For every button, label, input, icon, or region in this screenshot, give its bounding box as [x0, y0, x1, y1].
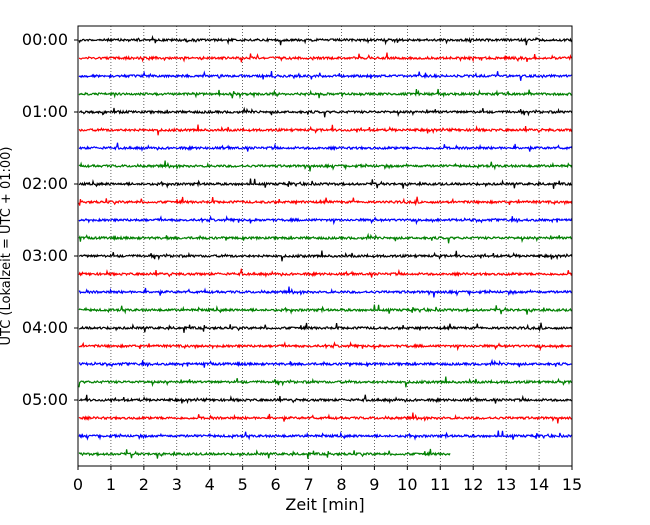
- trace-row: [78, 376, 573, 388]
- axes-frame: [77, 25, 573, 467]
- y-tick-label: 02:00: [22, 174, 68, 193]
- trace-row: [78, 430, 573, 441]
- trace-row: [78, 70, 572, 81]
- x-tick-label: 13: [496, 475, 516, 494]
- trace-row: [78, 106, 573, 118]
- trace-row: [78, 304, 572, 315]
- trace-row: [78, 322, 573, 333]
- trace-row: [78, 142, 573, 152]
- trace-row: [78, 341, 572, 352]
- y-tick-label: 04:00: [22, 318, 68, 337]
- x-tick-label: 10: [397, 475, 417, 494]
- trace-row: [78, 160, 573, 172]
- trace-row: [78, 88, 572, 100]
- trace-row: [78, 196, 573, 207]
- x-tick-label: 2: [139, 475, 149, 494]
- y-tick-label: 00:00: [22, 30, 68, 49]
- trace-row: [78, 34, 573, 46]
- trace-row: [78, 178, 572, 189]
- trace-row: [78, 52, 572, 63]
- x-tick-label: 14: [529, 475, 549, 494]
- trace-row: [78, 448, 451, 459]
- y-tick-label: 05:00: [22, 390, 68, 409]
- trace-row: [78, 250, 573, 262]
- x-tick-label: 9: [369, 475, 379, 494]
- trace-row: [78, 412, 572, 424]
- trace-row: [78, 215, 573, 226]
- x-tick-label: 15: [562, 475, 582, 494]
- trace-layer: [78, 34, 573, 459]
- trace-row: [78, 268, 573, 278]
- trace-row: [78, 124, 573, 136]
- y-tick-label: 01:00: [22, 102, 68, 121]
- trace-row: [78, 394, 572, 405]
- y-tick-label: 03:00: [22, 246, 68, 265]
- grid-layer: [110, 26, 540, 466]
- x-tick-label: 5: [238, 475, 248, 494]
- x-tick-label: 11: [430, 475, 450, 494]
- x-axis-ticks: 0 1 2 3 4 5 6 7 8 9 10 11 12 13 14 15: [73, 466, 582, 494]
- x-tick-label: 8: [336, 475, 346, 494]
- x-tick-label: 1: [106, 475, 116, 494]
- x-tick-label: 7: [303, 475, 313, 494]
- trace-row: [78, 232, 572, 244]
- y-axis-label: UTC (Lokalzeit = UTC + 01:00): [0, 147, 14, 346]
- x-axis-label: Zeit [min]: [285, 495, 364, 514]
- x-tick-label: 4: [205, 475, 215, 494]
- x-tick-label: 12: [463, 475, 483, 494]
- x-tick-label: 0: [73, 475, 83, 494]
- x-tick-label: 6: [271, 475, 281, 494]
- trace-row: [78, 358, 572, 368]
- trace-row: [78, 286, 573, 298]
- x-tick-label: 3: [172, 475, 182, 494]
- y-axis-ticks: 00:00 01:00 02:00 03:00 04:00 05:00: [22, 30, 78, 409]
